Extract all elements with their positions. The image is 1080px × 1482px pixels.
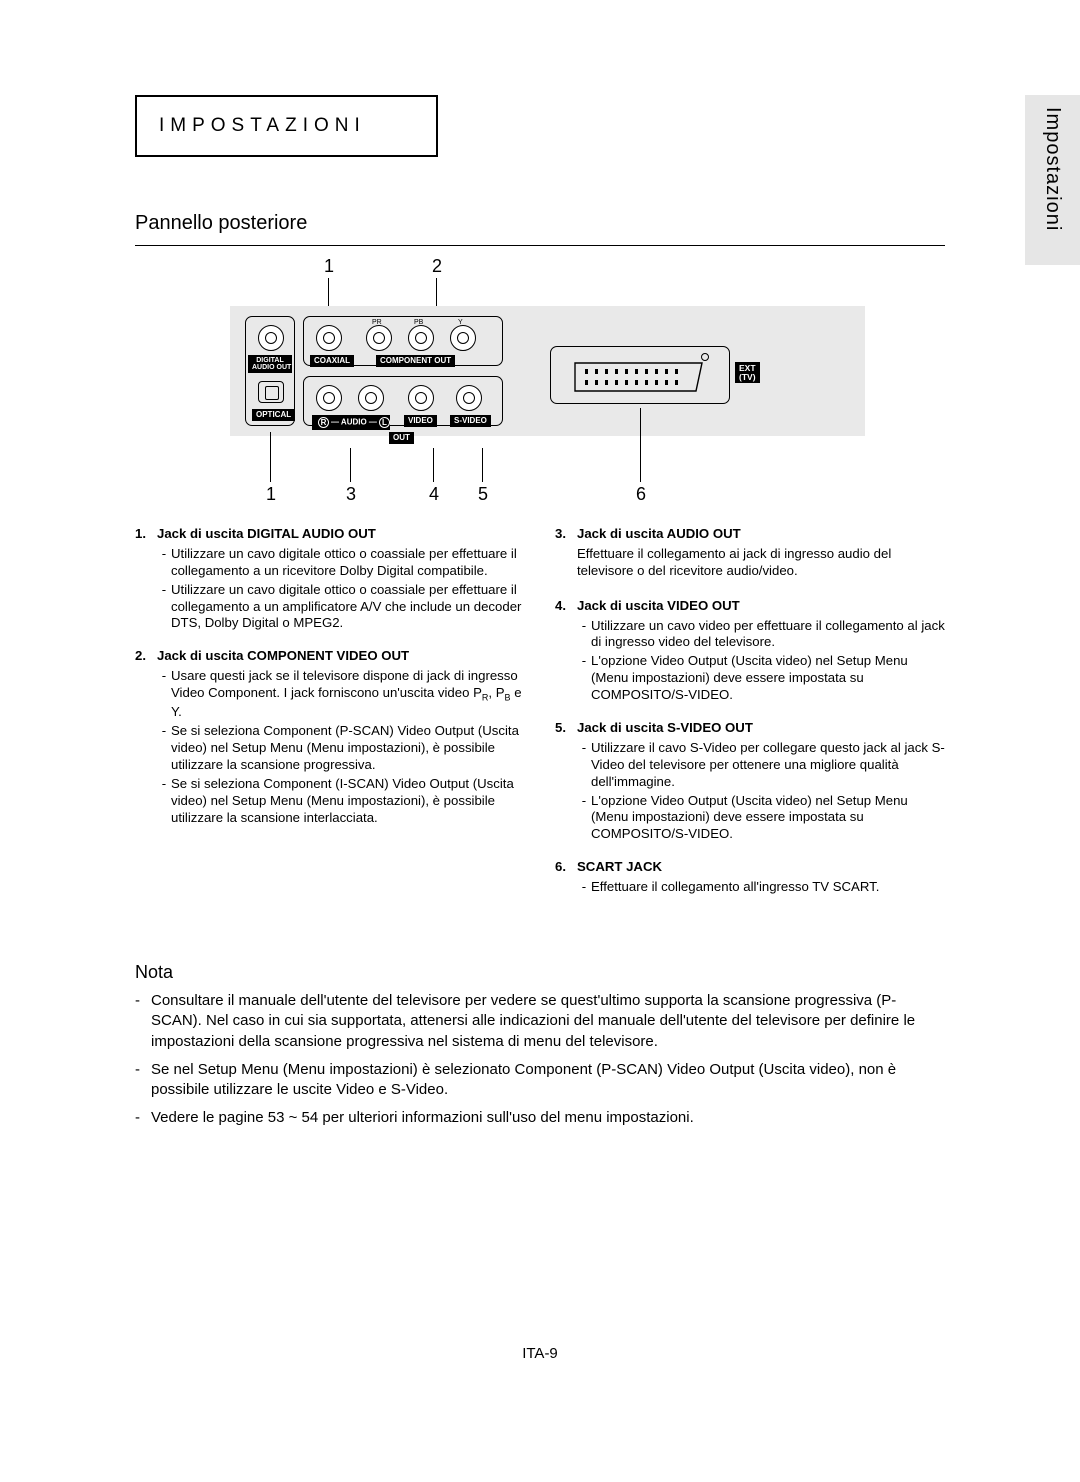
item-number: 1. [135, 526, 157, 634]
callout-num: 4 [424, 484, 444, 505]
y-label: Y [458, 319, 463, 326]
callout-line [350, 448, 351, 482]
audio-l-jack [358, 385, 384, 411]
digital-audio-out-label: DIGITALAUDIO OUT [248, 355, 292, 373]
item-number: 6. [555, 859, 577, 898]
item-number: 4. [555, 598, 577, 706]
ext-tv-label: EXT(TV) [735, 362, 760, 383]
rear-panel-diagram: 1 2 DIGITALAUDIO OUT OPTICAL COAXIAL PR … [135, 256, 945, 516]
pr-label: PR [372, 319, 382, 326]
divider [135, 245, 945, 246]
description-columns: 1. Jack di uscita DIGITAL AUDIO OUT -Uti… [135, 526, 945, 912]
bottom-row-group: R— AUDIO —L VIDEO S-VIDEO [303, 376, 503, 426]
nota-text: Se nel Setup Menu (Menu impostazioni) è … [151, 1060, 945, 1101]
item-sub: L'opzione Video Output (Uscita video) ne… [591, 793, 945, 844]
item-title: Jack di uscita AUDIO OUT [577, 526, 945, 543]
audio-label: R— AUDIO —L [312, 415, 390, 430]
scart-connector [571, 359, 706, 395]
video-label: VIDEO [404, 415, 437, 427]
item-title: Jack di uscita DIGITAL AUDIO OUT [157, 526, 525, 543]
side-tab-label: Impostazioni [1041, 107, 1064, 231]
item-2: 2. Jack di uscita COMPONENT VIDEO OUT -U… [135, 648, 525, 828]
side-tab: Impostazioni [1025, 95, 1080, 265]
pb-label: PB [414, 319, 423, 326]
callout-line [433, 448, 434, 482]
item-3: 3. Jack di uscita AUDIO OUT Effettuare i… [555, 526, 945, 584]
out-label: OUT [389, 432, 414, 444]
item-6: 6. SCART JACK -Effettuare il collegament… [555, 859, 945, 898]
item-sub: Utilizzare un cavo digitale ottico o coa… [171, 546, 525, 580]
coaxial-label: COAXIAL [310, 355, 354, 367]
component-y-jack [450, 325, 476, 351]
callout-num: 2 [427, 256, 447, 277]
nota-section: Nota -Consultare il manuale dell'utente … [135, 962, 945, 1129]
nota-text: Vedere le pagine 53 ~ 54 per ulteriori i… [151, 1108, 694, 1128]
item-sub: Usare questi jack se il televisore dispo… [171, 668, 525, 721]
item-number: 3. [555, 526, 577, 584]
component-pr-jack [366, 325, 392, 351]
optical-label: OPTICAL [252, 409, 295, 421]
item-title: Jack di uscita S-VIDEO OUT [577, 720, 945, 737]
item-number: 5. [555, 720, 577, 845]
callout-line [270, 432, 271, 482]
left-column: 1. Jack di uscita DIGITAL AUDIO OUT -Uti… [135, 526, 525, 912]
callout-line [640, 408, 641, 482]
item-number: 2. [135, 648, 157, 828]
callout-num: 3 [341, 484, 361, 505]
digital-audio-out-group: DIGITALAUDIO OUT OPTICAL [245, 316, 295, 426]
svideo-jack [456, 385, 482, 411]
item-sub: L'opzione Video Output (Uscita video) ne… [591, 653, 945, 704]
audio-r-jack [316, 385, 342, 411]
optical-jack [258, 381, 284, 403]
callout-line [482, 448, 483, 482]
page-footer: ITA-9 [0, 1345, 1080, 1362]
item-sub: Utilizzare un cavo digitale ottico o coa… [171, 582, 525, 633]
item-title: SCART JACK [577, 859, 945, 876]
coaxial-jack [258, 325, 284, 351]
top-row-group: COAXIAL PR PB Y COMPONENT OUT [303, 316, 503, 366]
callout-num: 5 [473, 484, 493, 505]
item-sub: Utilizzare il cavo S-Video per collegare… [591, 740, 945, 791]
page-content: IMPOSTAZIONI Pannello posteriore 1 2 DIG… [135, 95, 945, 1137]
item-sub: Se si seleziona Component (I-SCAN) Video… [171, 776, 525, 827]
component-out-label: COMPONENT OUT [376, 355, 455, 367]
item-5: 5. Jack di uscita S-VIDEO OUT -Utilizzar… [555, 720, 945, 845]
item-4: 4. Jack di uscita VIDEO OUT -Utilizzare … [555, 598, 945, 706]
nota-title: Nota [135, 962, 945, 983]
section-title: IMPOSTAZIONI [159, 115, 366, 137]
subsection-title: Pannello posteriore [135, 212, 945, 235]
item-title: Jack di uscita COMPONENT VIDEO OUT [157, 648, 525, 665]
item-sub: Utilizzare un cavo video per effettuare … [591, 618, 945, 652]
item-sub: Effettuare il collegamento all'ingresso … [591, 879, 945, 896]
component-pb-jack [408, 325, 434, 351]
video-jack [408, 385, 434, 411]
coaxial-jack2 [316, 325, 342, 351]
callout-num: 6 [631, 484, 651, 505]
item-intro: Effettuare il collegamento ai jack di in… [577, 546, 945, 580]
callout-num: 1 [261, 484, 281, 505]
section-header-box: IMPOSTAZIONI [135, 95, 438, 157]
item-1: 1. Jack di uscita DIGITAL AUDIO OUT -Uti… [135, 526, 525, 634]
item-title: Jack di uscita VIDEO OUT [577, 598, 945, 615]
right-column: 3. Jack di uscita AUDIO OUT Effettuare i… [555, 526, 945, 912]
item-sub: Se si seleziona Component (P-SCAN) Video… [171, 723, 525, 774]
scart-group [550, 346, 730, 404]
nota-text: Consultare il manuale dell'utente del te… [151, 991, 945, 1052]
svideo-label: S-VIDEO [450, 415, 491, 427]
callout-num: 1 [319, 256, 339, 277]
